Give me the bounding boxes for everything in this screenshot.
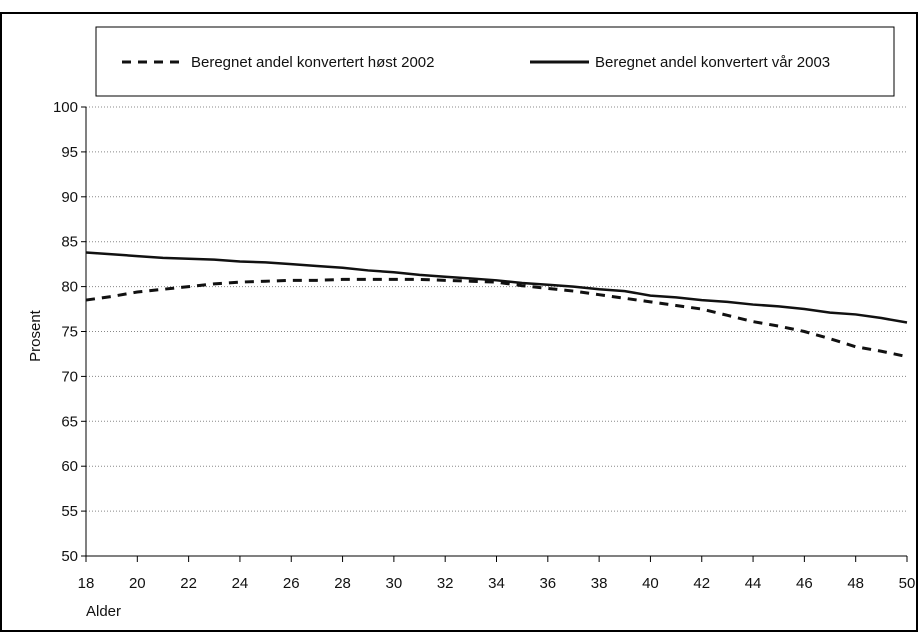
x-tick-label: 44: [745, 575, 762, 592]
x-tick-label: 42: [693, 575, 710, 592]
legend-label: Beregnet andel konvertert vår 2003: [595, 54, 830, 71]
x-tick-label: 22: [180, 575, 197, 592]
x-tick-label: 50: [899, 575, 916, 592]
x-tick-label: 48: [847, 575, 864, 592]
y-tick-label: 50: [61, 548, 78, 565]
grid-lines: [86, 106, 907, 512]
x-tick-label: 38: [591, 575, 608, 592]
x-tick-label: 20: [129, 575, 146, 592]
legend-label: Beregnet andel konvertert høst 2002: [191, 54, 435, 71]
tick-labels: 50 55 60 65 70 75 80 85 90 95 100 18 20 22 24 26 28 30 32 3…: [53, 99, 915, 592]
y-tick-label: 65: [61, 413, 78, 430]
series-line-var-2003: [85, 251, 908, 324]
x-tick-label: 34: [488, 575, 505, 592]
x-tick-label: 36: [539, 575, 556, 592]
y-axis-label: Prosent: [27, 309, 44, 362]
x-tick-label: 24: [232, 575, 249, 592]
series-line-host-2002: [85, 277, 908, 359]
y-tick-label: 60: [61, 458, 78, 475]
legend: Beregnet andel konvertert høst 2002 Bereg…: [122, 54, 830, 71]
series-lines: [85, 251, 908, 359]
y-tick-label: 55: [61, 503, 78, 520]
x-tick-label: 18: [78, 575, 95, 592]
y-tick-label: 100: [53, 99, 78, 116]
x-tick-label: 40: [642, 575, 659, 592]
y-tick-label: 75: [61, 324, 78, 341]
x-tick-label: 28: [334, 575, 351, 592]
x-tick-label: 32: [437, 575, 454, 592]
legend-box: [95, 26, 895, 97]
x-tick-label: 30: [386, 575, 403, 592]
y-tick-label: 90: [61, 189, 78, 206]
y-tick-label: 70: [61, 368, 78, 385]
x-tick-label: 46: [796, 575, 813, 592]
x-tick-label: 26: [283, 575, 300, 592]
x-axis-label: Alder: [86, 603, 121, 620]
y-tick-label: 95: [61, 144, 78, 161]
outer-border: [0, 12, 918, 632]
axes: [81, 106, 908, 562]
y-tick-label: 80: [61, 279, 78, 296]
y-tick-label: 85: [61, 234, 78, 251]
